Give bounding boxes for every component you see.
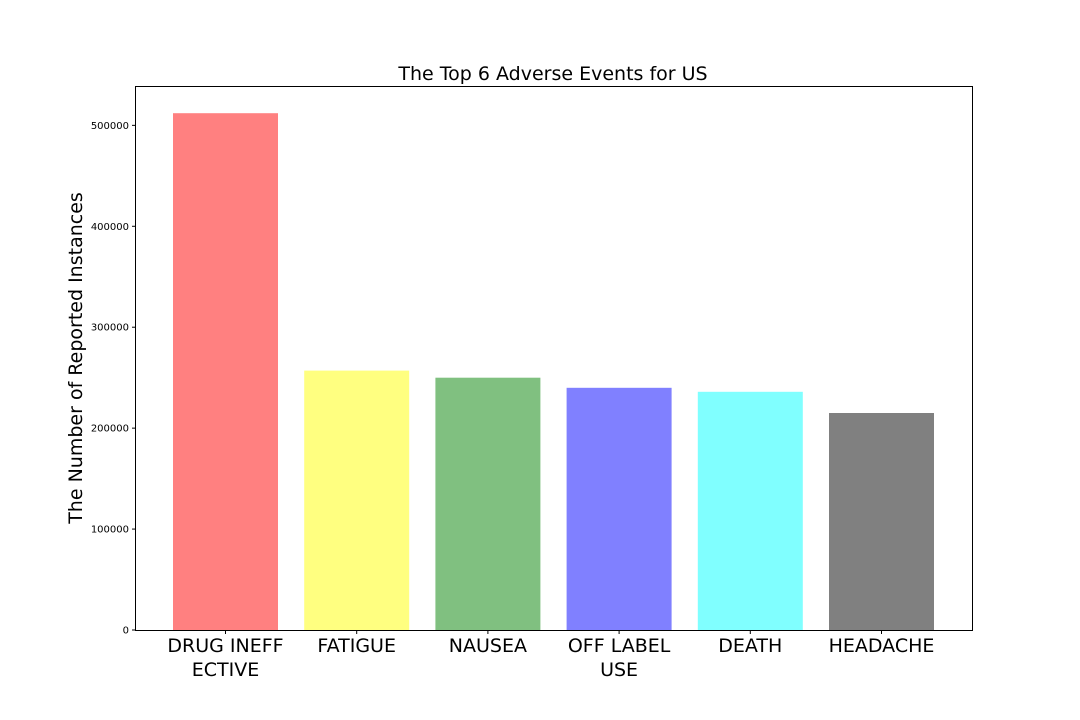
x-tick-label: DEATH: [718, 635, 782, 657]
y-tick-label: 200000: [91, 424, 129, 435]
plot-area-frame: [135, 86, 973, 631]
bars-group: [173, 113, 934, 630]
x-tick-labels-group: DRUG INEFF ECTIVE FATIGUE NAUSEA OFF LABEL US…: [167, 630, 934, 681]
y-axis-label: The Number of Reported Instances: [65, 192, 87, 525]
bar-headache: [829, 413, 934, 630]
x-tick-label: DRUG INEFF ECTIVE: [167, 635, 283, 681]
x-tick-label: FATIGUE: [317, 635, 396, 657]
bar-off-label-use: [566, 387, 672, 630]
x-tick-label: OFF LABEL USE: [568, 635, 671, 681]
bar-drug-ineffective: [173, 113, 278, 630]
x-tick-label: HEADACHE: [829, 635, 935, 657]
bar-fatigue: [304, 370, 410, 630]
y-tick-label: 400000: [91, 222, 129, 233]
y-tick-label: 500000: [91, 121, 129, 132]
y-tick-label: 100000: [91, 525, 129, 536]
y-tick-label: 300000: [91, 323, 129, 334]
bar-death: [697, 391, 803, 630]
bar-nausea: [435, 377, 541, 630]
y-tick-label: 0: [123, 626, 129, 637]
y-ticks-group: 0 100000 200000 300000 400000 500000: [91, 121, 136, 637]
chart-title: The Top 6 Adverse Events for US: [397, 63, 707, 85]
x-tick-label: NAUSEA: [449, 635, 527, 657]
